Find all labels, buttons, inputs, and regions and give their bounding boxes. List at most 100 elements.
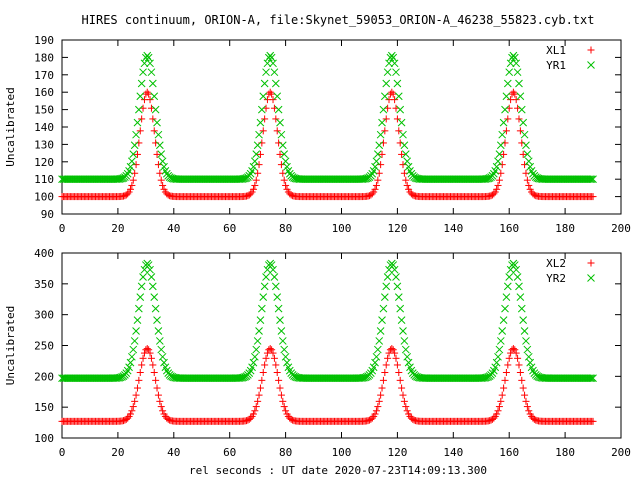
data-point [374,176,382,184]
chart-title: HIRES continuum, ORION-A, file:Skynet_59… [82,13,595,27]
data-point [252,176,260,184]
data-point [266,345,274,353]
data-point [254,169,262,177]
data-point [129,176,137,184]
data-point [393,282,402,291]
x-axis-label: rel seconds : UT date 2020-07-23T14:09:1… [189,464,487,477]
data-point [395,369,403,377]
data-point [501,304,509,313]
data-point [389,53,398,62]
data-point [393,115,401,123]
data-point [381,369,389,377]
data-point [132,130,140,139]
data-point [274,105,283,114]
data-point [393,361,401,369]
data-point [140,59,149,68]
data-point [260,79,269,88]
data-point [255,391,263,399]
y-tick-label: 190 [34,34,54,47]
data-point [394,293,403,301]
data-point [261,115,269,123]
data-point [146,265,154,274]
data-point [376,327,385,335]
x-tick-label: 160 [499,222,519,235]
y-axis-label: Uncalibrated [4,306,17,385]
data-point [251,407,259,415]
x-tick-label: 120 [387,222,407,235]
data-point [490,190,498,198]
data-point [372,181,380,189]
data-point [498,161,506,169]
data-point [255,327,263,335]
data-point [391,96,399,104]
data-point [248,166,256,175]
data-point [525,407,533,415]
data-point [526,358,535,367]
x-tick-label: 40 [167,222,180,235]
data-point [375,337,384,345]
data-point [249,358,258,367]
data-point [375,141,384,150]
data-point [136,369,144,377]
data-point [500,384,508,392]
data-point [482,174,491,183]
data-point [146,59,154,68]
data-point [382,79,391,88]
x-tick-label: 60 [223,446,236,459]
data-point [519,118,528,127]
data-point [122,369,131,377]
data-point [519,316,528,324]
data-point [156,169,164,177]
x-tick-label: 20 [111,222,124,235]
data-point [376,130,385,139]
data-point [157,150,166,158]
data-point [277,391,285,399]
data-point [132,391,140,399]
data-point [382,115,390,123]
data-point [283,162,291,171]
y-tick-label: 110 [34,173,54,186]
data-point [162,366,171,375]
x-tick-label: 140 [443,222,463,235]
data-point [510,53,519,62]
data-point [156,397,164,405]
data-point [277,130,286,139]
data-point [143,88,151,96]
data-point [490,414,498,422]
data-point [126,185,134,193]
data-point [510,261,519,269]
data-point [407,366,416,375]
data-point [399,327,407,335]
data-point [589,374,597,383]
legend-marker [587,46,595,54]
data-point [128,181,136,189]
data-point [502,293,511,301]
y-tick-label: 140 [34,121,54,134]
data-point [493,410,501,418]
data-point [398,150,406,158]
data-point [404,358,413,367]
x-tick-label: 180 [555,222,575,235]
data-point [384,354,392,362]
data-point [147,68,156,77]
data-point [400,169,408,177]
data-point [519,150,527,158]
data-point [504,361,512,369]
data-point [517,304,526,313]
data-point [155,141,164,150]
data-point [524,352,533,361]
data-point [494,181,502,189]
data-point [523,150,532,158]
data-point [378,150,386,158]
data-point [273,127,281,135]
data-point [130,141,139,150]
x-tick-label: 40 [167,446,180,459]
data-point [402,403,410,411]
data-point [136,293,145,301]
data-point [276,384,284,392]
series-XL1 [58,88,597,201]
y-tick-label: 120 [34,156,54,169]
data-point [506,59,515,68]
data-point [269,59,277,68]
y-tick-label: 300 [34,309,54,322]
